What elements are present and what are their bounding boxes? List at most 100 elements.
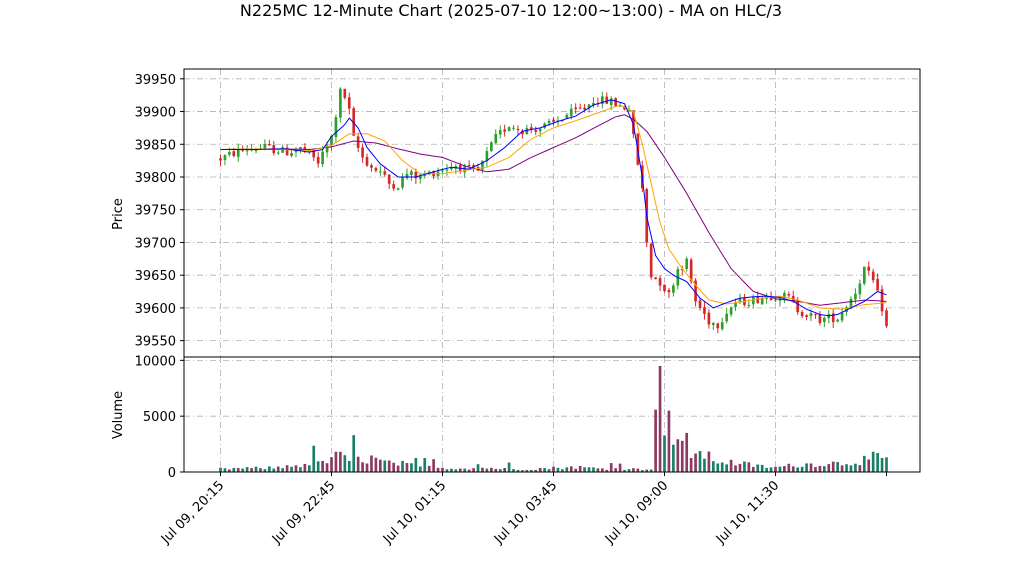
- candle-body: [445, 169, 449, 171]
- volume-bar: [450, 468, 453, 472]
- volume-bar: [325, 463, 329, 472]
- candle-body: [285, 147, 289, 156]
- volume-bar: [587, 467, 591, 472]
- candle-body: [587, 104, 591, 109]
- candle-body: [880, 289, 884, 312]
- x-tick-label: Jul 10, 09:00: [602, 478, 671, 547]
- volume-bar: [716, 463, 720, 472]
- volume-bar: [592, 467, 595, 472]
- volume-bar: [521, 470, 524, 472]
- candle-body: [485, 151, 489, 162]
- volume-bar: [649, 469, 653, 472]
- candle-body: [481, 160, 484, 170]
- candle-body: [867, 266, 871, 271]
- candle-body: [312, 148, 316, 158]
- candle-body: [694, 280, 697, 302]
- candle-body: [592, 102, 595, 106]
- volume-bar: [334, 451, 338, 472]
- volume-bar: [778, 466, 782, 472]
- candle-body: [467, 164, 471, 166]
- volume-bar: [250, 468, 253, 472]
- volume-bar: [672, 444, 675, 472]
- candle-body: [760, 298, 764, 305]
- candle-body: [236, 148, 240, 157]
- volume-bar: [667, 410, 671, 472]
- x-tick-label: Jul 10, 11:30: [713, 478, 782, 547]
- volume-bar: [676, 439, 680, 472]
- volume-bar: [569, 466, 573, 472]
- volume-bar: [725, 464, 728, 472]
- candle-body: [294, 150, 298, 153]
- x-tick-label: Jul 10, 01:15: [380, 478, 449, 547]
- volume-bar: [347, 461, 351, 472]
- volume-bar: [658, 365, 662, 472]
- volume-bar: [618, 463, 622, 472]
- price-tick-label: 39950: [135, 73, 176, 88]
- candle-body: [747, 305, 751, 307]
- candle-body: [729, 307, 733, 315]
- volume-bar: [281, 468, 284, 472]
- volume-bar: [463, 468, 467, 472]
- candle-body: [756, 296, 760, 303]
- price-tick-label: 39900: [135, 106, 176, 121]
- volume-bar: [401, 460, 404, 472]
- volume-bar: [783, 466, 786, 472]
- candle-body: [516, 128, 520, 130]
- candle-body: [716, 323, 720, 329]
- volume-bar: [445, 469, 449, 472]
- candle-body: [831, 313, 835, 323]
- price-axis-label: Price: [111, 198, 126, 230]
- candle-body: [379, 171, 382, 173]
- volume-bar: [467, 469, 471, 472]
- candle-body: [658, 278, 662, 286]
- volume-bar: [800, 466, 804, 472]
- volume-bar: [490, 467, 493, 472]
- volume-bar: [720, 462, 724, 472]
- volume-bar: [769, 467, 773, 472]
- volume-tick-label: 10000: [135, 354, 176, 369]
- candle-body: [512, 127, 515, 129]
- candle-body: [818, 314, 822, 324]
- volume-bar: [809, 463, 813, 472]
- volume-bar: [228, 469, 231, 472]
- volume-bar: [370, 455, 373, 472]
- volume-bar: [307, 465, 311, 472]
- candle-body: [738, 298, 742, 303]
- candle-body: [241, 149, 245, 151]
- candle-body: [534, 129, 538, 132]
- volume-bar: [472, 468, 475, 472]
- candle-body: [751, 297, 755, 305]
- candle-body: [361, 147, 364, 158]
- candle-body: [854, 293, 857, 300]
- candle-body: [791, 296, 795, 301]
- volume-bar: [534, 469, 538, 472]
- volume-bar: [423, 458, 427, 472]
- volume-bar: [236, 468, 240, 472]
- price-grid: [184, 69, 920, 357]
- candle-body: [529, 127, 533, 130]
- price-tick-label: 39600: [135, 302, 176, 317]
- candle-body: [414, 172, 418, 179]
- volume-bar: [458, 468, 462, 472]
- candle-body: [347, 97, 351, 109]
- volume-bar: [707, 451, 711, 472]
- volume-bar: [387, 460, 391, 472]
- volume-bar: [516, 470, 520, 472]
- candle-body: [707, 312, 711, 325]
- candle-body: [769, 296, 773, 301]
- volume-bar: [654, 409, 657, 472]
- volume-bar: [547, 469, 551, 472]
- candle-body: [876, 278, 879, 291]
- volume-bar: [507, 462, 511, 472]
- volume-bar: [245, 467, 249, 472]
- candle-body: [574, 107, 578, 109]
- candle-body: [441, 170, 444, 172]
- candle-body: [472, 165, 475, 168]
- volume-bar: [405, 462, 409, 472]
- candle-body: [392, 184, 395, 189]
- candle-body: [783, 292, 786, 298]
- volume-bar: [481, 467, 484, 472]
- candle-body: [774, 299, 777, 301]
- volume-bar: [529, 469, 533, 472]
